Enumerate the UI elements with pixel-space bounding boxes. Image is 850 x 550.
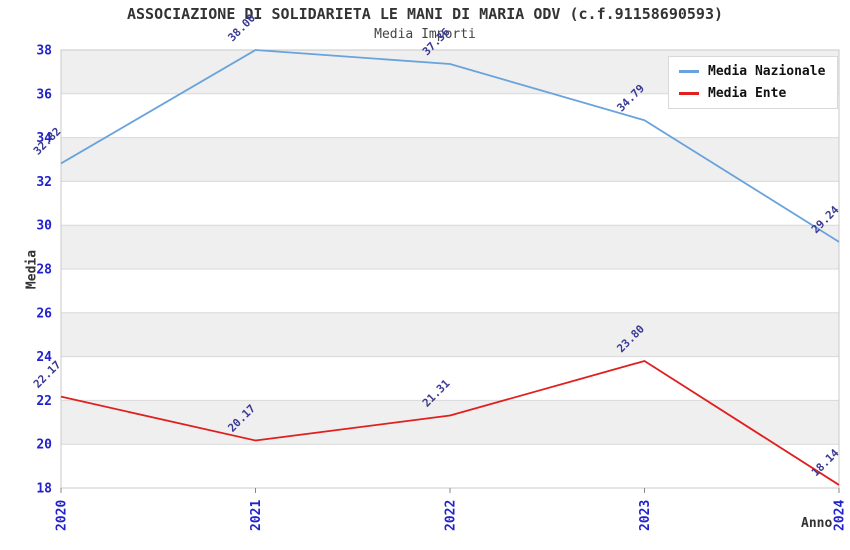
- y-tick-label: 18: [36, 482, 52, 497]
- series-line-media-nazionale: [60, 49, 840, 243]
- grid-band: [61, 225, 839, 269]
- legend: Media Nazionale Media Ente: [668, 56, 839, 109]
- y-tick-label: 26: [36, 306, 52, 321]
- y-tick-label: 28: [36, 263, 52, 278]
- y-tick-label: 22: [36, 394, 52, 409]
- legend-line-swatch: [679, 70, 699, 73]
- legend-label: Media Nazionale: [708, 64, 826, 79]
- grid-band: [61, 312, 839, 357]
- x-tick-label: 2020: [55, 500, 70, 531]
- legend-line-swatch: [679, 92, 699, 95]
- y-tick-label: 32: [36, 175, 52, 190]
- grid-band: [61, 137, 839, 182]
- y-tick-label: 38: [36, 44, 52, 59]
- x-tick-label: 2022: [444, 500, 459, 531]
- x-axis-label: Anno: [801, 516, 833, 531]
- data-point-label: 18.14: [809, 446, 842, 479]
- chart-subtitle: Media Importi: [374, 27, 476, 42]
- y-tick-label: 20: [36, 438, 52, 453]
- chart-title: ASSOCIAZIONE DI SOLIDARIETA LE MANI DI M…: [126, 5, 724, 23]
- series-line-media-ente: [60, 360, 840, 486]
- x-tick-label: 2021: [249, 500, 264, 531]
- legend-item-media-ente: Media Ente: [679, 86, 825, 101]
- x-tick-label: 2024: [833, 500, 848, 531]
- y-tick-label: 24: [36, 350, 52, 365]
- legend-label: Media Ente: [708, 86, 787, 101]
- data-point-label: 38.00: [225, 12, 258, 45]
- y-tick-label: 36: [36, 87, 52, 102]
- y-tick-label: 34: [36, 131, 52, 146]
- grid-band: [61, 400, 839, 445]
- x-tick-label: 2023: [638, 500, 653, 531]
- y-tick-label: 30: [36, 219, 52, 234]
- legend-item-media-nazionale: Media Nazionale: [679, 64, 825, 79]
